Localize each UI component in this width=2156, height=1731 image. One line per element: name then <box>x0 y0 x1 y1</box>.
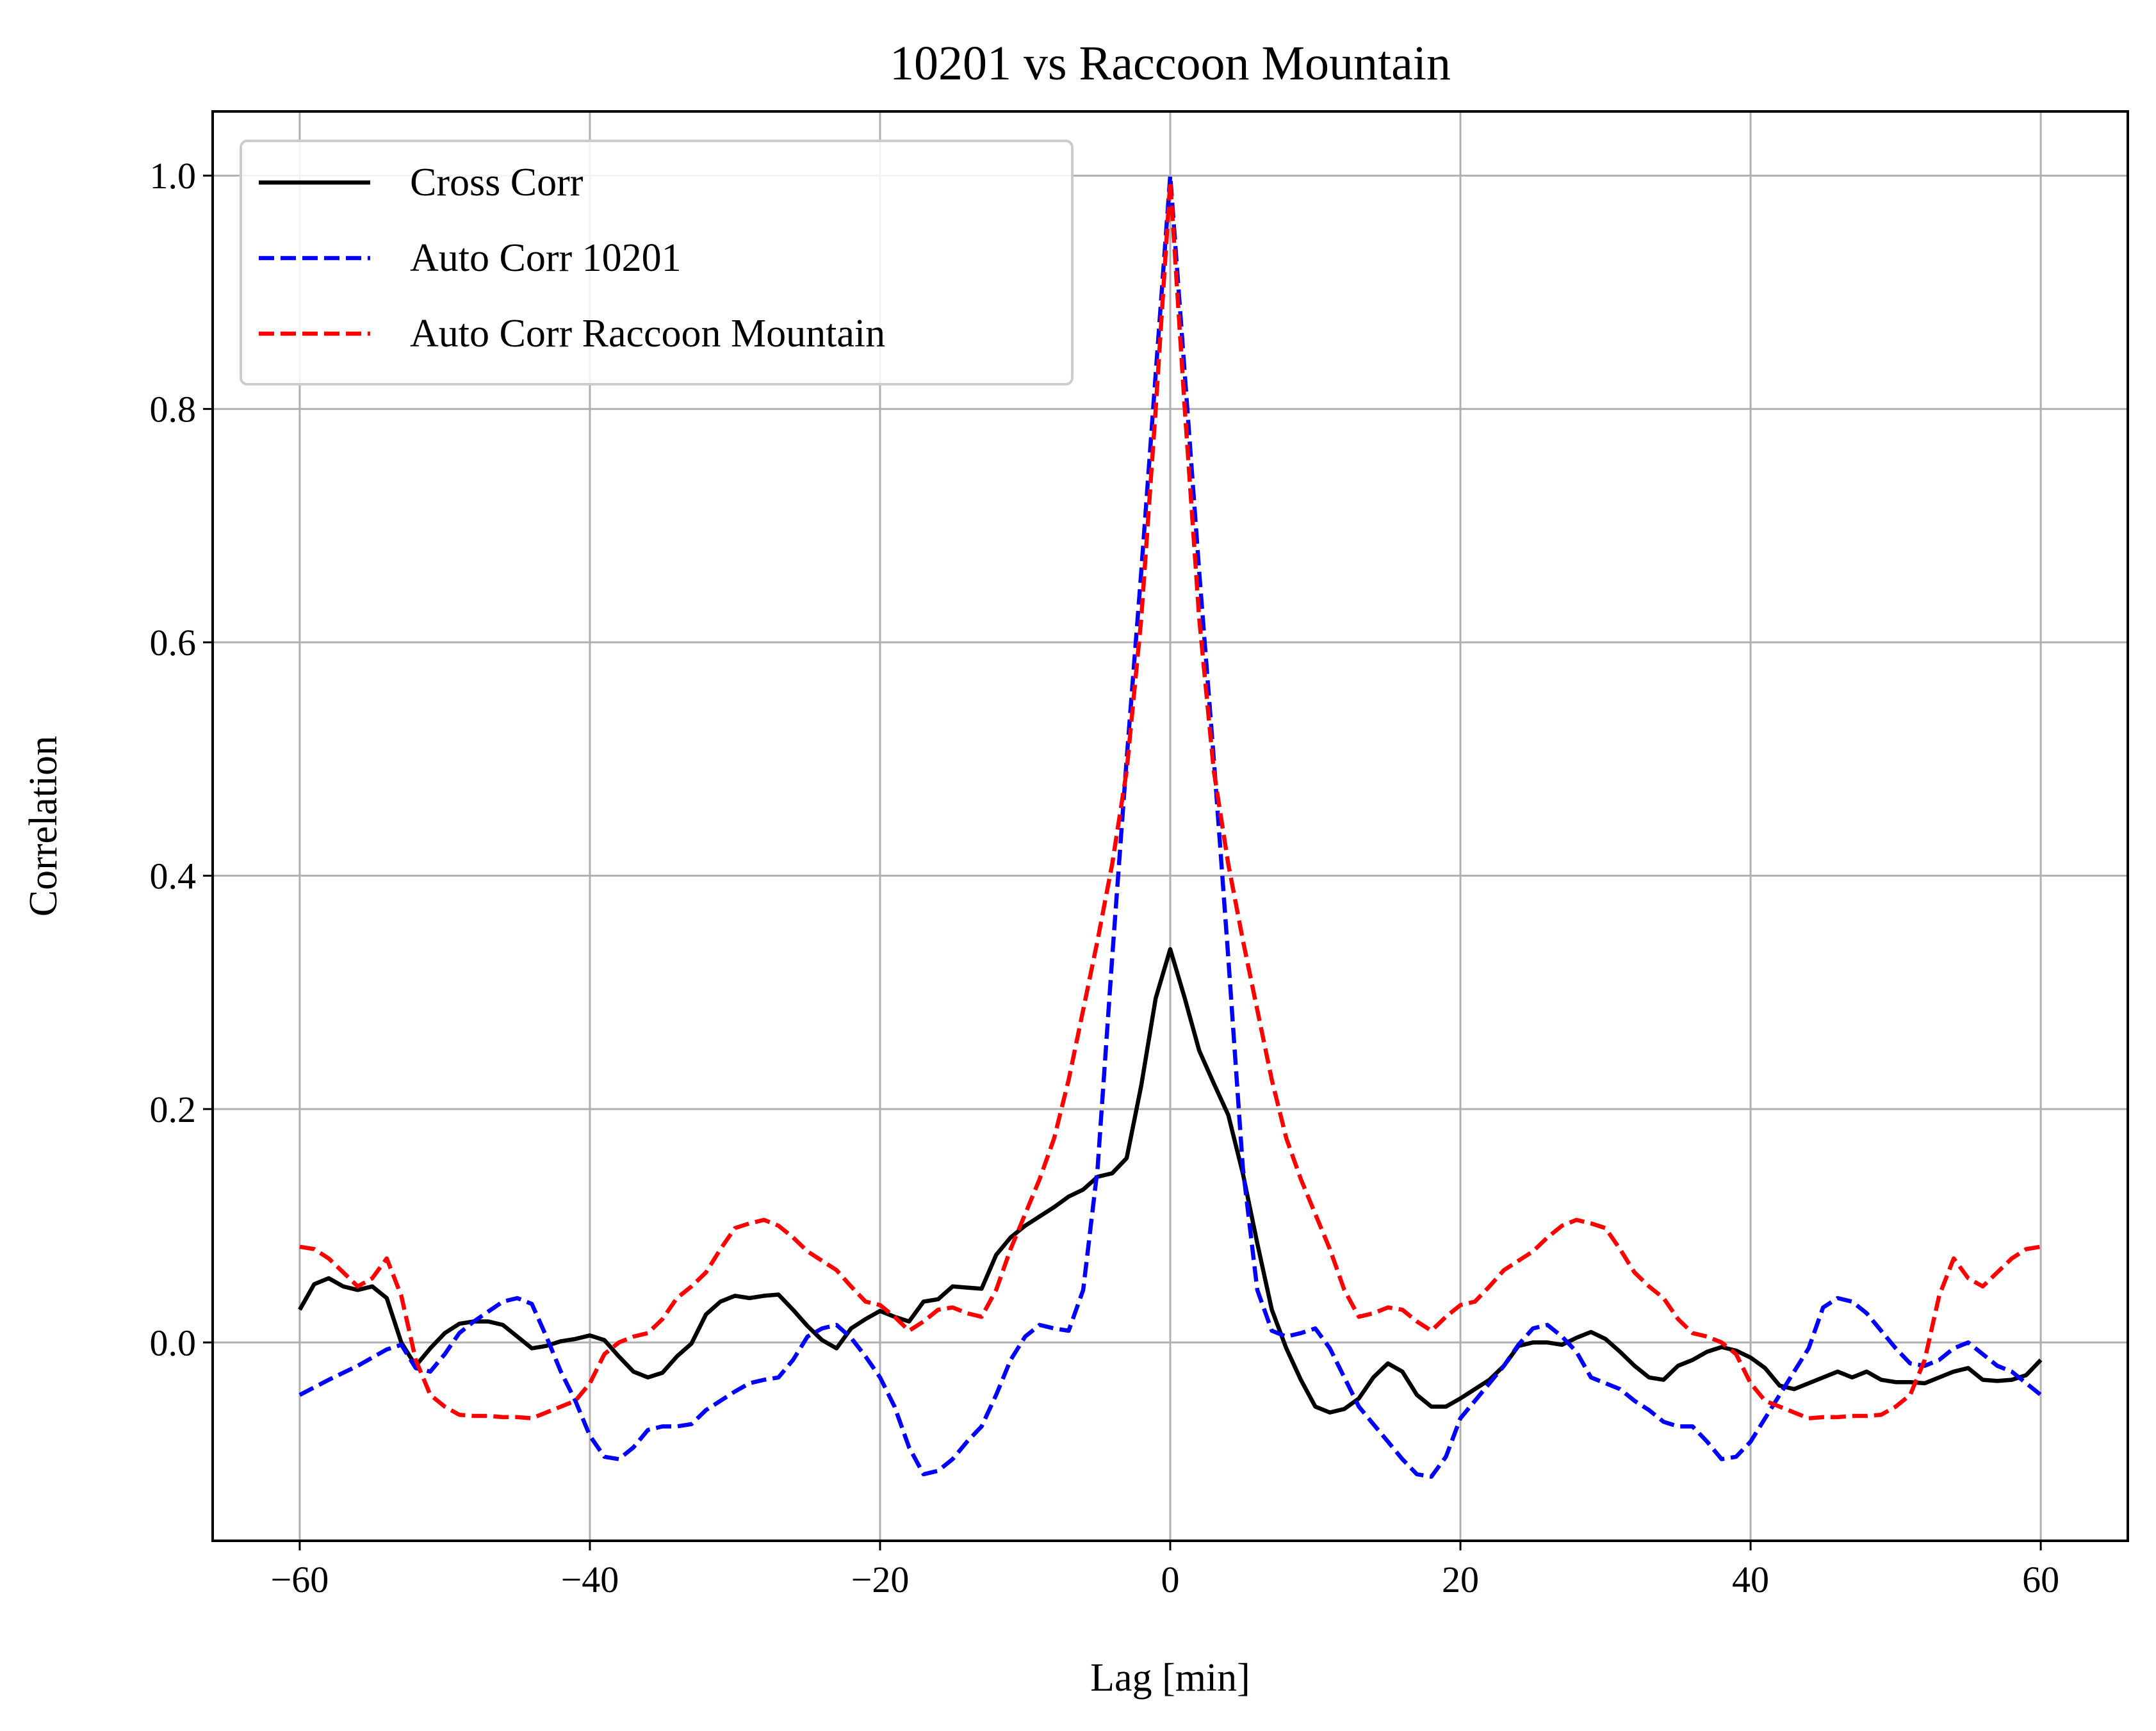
x-tick-label: −60 <box>271 1559 329 1600</box>
x-tick-label: 20 <box>1442 1559 1479 1600</box>
y-tick-label: 0.4 <box>150 855 197 897</box>
series-line-auto-corr-10201 <box>298 173 2043 1479</box>
y-tick-label: 0.0 <box>150 1322 197 1363</box>
y-tick-label: 0.6 <box>150 622 197 663</box>
legend-label-auto-corr-10201: Auto Corr 10201 <box>410 236 682 280</box>
series-line-cross-corr <box>298 947 2043 1415</box>
axis-ticks: −60 −40 −20 0 20 40 60 0.0 0.2 0.4 0.6 0.8 1.0 <box>150 155 2060 1600</box>
y-tick-label: 1.0 <box>150 155 197 197</box>
x-tick-label: −40 <box>561 1559 619 1600</box>
chart-title: 10201 vs Raccoon Mountain <box>890 37 1451 90</box>
y-tick-label: 0.8 <box>150 389 197 430</box>
legend-label-cross-corr: Cross Corr <box>410 161 584 204</box>
legend: Cross Corr Auto Corr 10201 Auto Corr Rac… <box>240 140 1074 386</box>
x-tick-label: −20 <box>851 1559 910 1600</box>
x-tick-label: 0 <box>1161 1559 1180 1600</box>
x-tick-label: 40 <box>1732 1559 1769 1600</box>
legend-label-auto-corr-raccoon-mountain: Auto Corr Raccoon Mountain <box>410 312 885 355</box>
y-tick-label: 0.2 <box>150 1089 197 1130</box>
y-axis-title: Correlation <box>22 736 65 916</box>
legend-box <box>240 140 1074 386</box>
x-tick-label: 60 <box>2022 1559 2059 1600</box>
series-lines <box>298 173 2043 1479</box>
x-axis-title: Lag [min] <box>1090 1656 1250 1700</box>
